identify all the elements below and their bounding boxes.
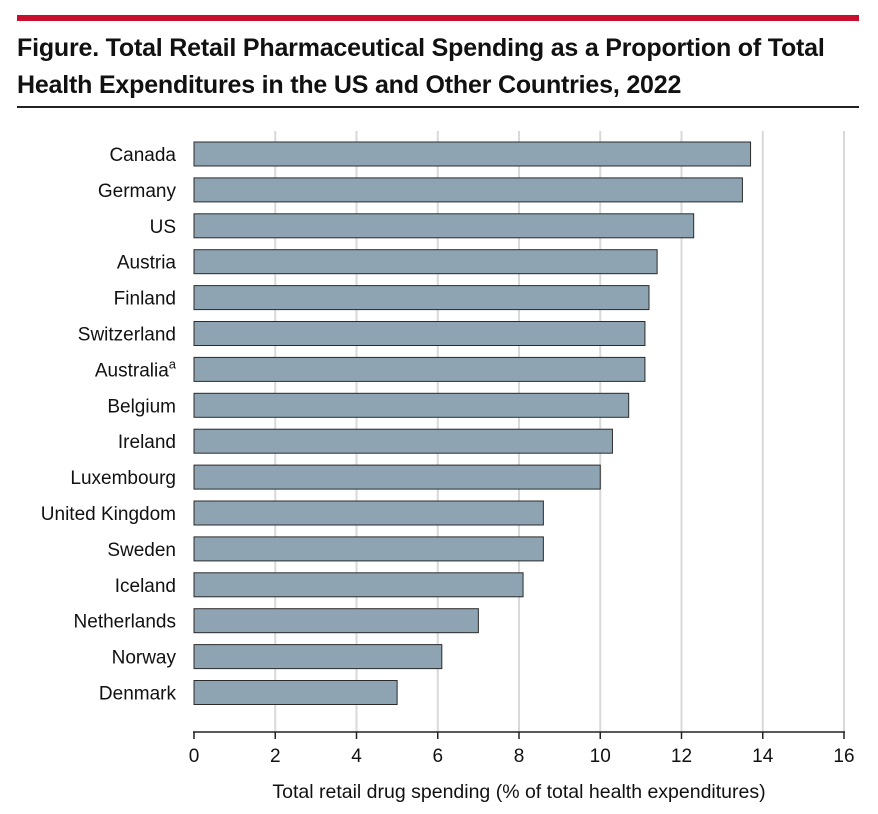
tick-label-8: 8 — [514, 746, 525, 767]
bar-us — [193, 213, 695, 239]
bar-netherlands — [193, 608, 479, 634]
bar-belgium — [193, 392, 630, 418]
category-label-norway: Norway — [112, 648, 177, 669]
bar-luxembourg — [193, 464, 601, 490]
bar-switzerland — [193, 321, 646, 346]
bar-denmark — [193, 680, 398, 705]
bar-united-kingdom — [193, 500, 544, 526]
category-label-denmark: Denmark — [99, 684, 177, 705]
category-label-germany: Germany — [98, 181, 177, 202]
category-label-australia: Australiaa — [95, 356, 177, 381]
category-label-sweden: Sweden — [107, 540, 176, 561]
tick-label-12: 12 — [671, 746, 692, 767]
title-divider — [17, 106, 859, 108]
category-label-luxembourg: Luxembourg — [70, 468, 176, 489]
x-axis-ticks: 0 2 4 6 8 10 12 14 16 — [189, 732, 855, 767]
category-label-netherlands: Netherlands — [74, 612, 176, 633]
category-labels: Canada Germany US Austria Finland Switzerland… — [41, 145, 177, 705]
category-label-austria: Austria — [117, 253, 177, 274]
tick-label-16: 16 — [833, 746, 854, 767]
x-axis-title: Total retail drug spending (% of total h… — [272, 781, 765, 803]
category-label-belgium: Belgium — [107, 396, 176, 417]
bar-canada — [193, 141, 752, 167]
category-label-text: Australia — [95, 360, 169, 381]
bar-finland — [193, 285, 650, 311]
figure-title: Figure. Total Retail Pharmaceutical Spen… — [17, 34, 825, 99]
bar-ireland — [193, 428, 613, 454]
category-label-iceland: Iceland — [115, 576, 176, 597]
bar-australia — [193, 356, 646, 382]
top-accent-rule — [17, 15, 859, 21]
category-label-us: US — [150, 217, 176, 238]
category-label-united-kingdom: United Kingdom — [41, 504, 176, 525]
tick-label-4: 4 — [351, 746, 362, 767]
tick-label-10: 10 — [590, 746, 611, 767]
tick-label-0: 0 — [189, 746, 200, 767]
category-label-ireland: Ireland — [118, 432, 176, 453]
footnote-marker: a — [169, 356, 177, 371]
category-label-finland: Finland — [114, 289, 176, 310]
category-label-canada: Canada — [109, 145, 176, 166]
bars — [193, 141, 752, 705]
category-label-switzerland: Switzerland — [78, 325, 176, 346]
bar-sweden — [193, 536, 544, 562]
tick-label-6: 6 — [432, 746, 443, 767]
tick-label-2: 2 — [270, 746, 281, 767]
bar-iceland — [193, 572, 524, 598]
tick-label-14: 14 — [752, 746, 774, 767]
bar-austria — [193, 249, 658, 275]
bar-germany — [193, 177, 743, 203]
bar-norway — [193, 644, 443, 670]
